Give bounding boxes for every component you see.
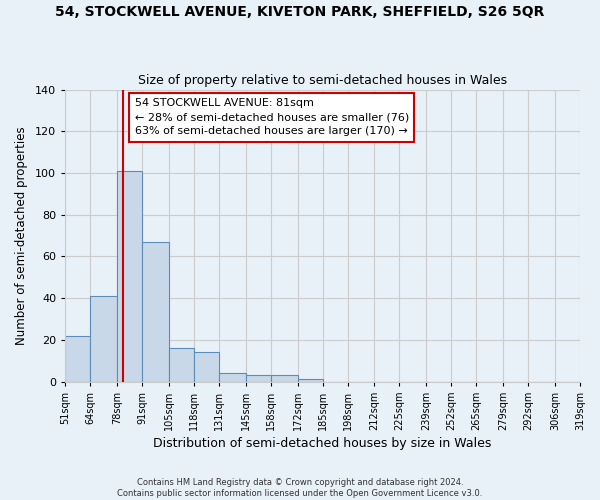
Bar — [271, 376, 298, 382]
Bar — [194, 352, 219, 382]
Bar — [298, 380, 323, 382]
Bar — [142, 242, 169, 382]
Bar — [219, 373, 245, 382]
X-axis label: Distribution of semi-detached houses by size in Wales: Distribution of semi-detached houses by … — [154, 437, 492, 450]
Y-axis label: Number of semi-detached properties: Number of semi-detached properties — [15, 126, 28, 345]
Text: Contains HM Land Registry data © Crown copyright and database right 2024.
Contai: Contains HM Land Registry data © Crown c… — [118, 478, 482, 498]
Bar — [90, 296, 117, 382]
Bar — [117, 171, 142, 382]
Bar — [245, 376, 271, 382]
Text: 54, STOCKWELL AVENUE, KIVETON PARK, SHEFFIELD, S26 5QR: 54, STOCKWELL AVENUE, KIVETON PARK, SHEF… — [55, 5, 545, 19]
Bar — [65, 336, 90, 382]
Bar — [169, 348, 194, 382]
Text: 54 STOCKWELL AVENUE: 81sqm
← 28% of semi-detached houses are smaller (76)
63% of: 54 STOCKWELL AVENUE: 81sqm ← 28% of semi… — [134, 98, 409, 136]
Title: Size of property relative to semi-detached houses in Wales: Size of property relative to semi-detach… — [138, 74, 507, 87]
